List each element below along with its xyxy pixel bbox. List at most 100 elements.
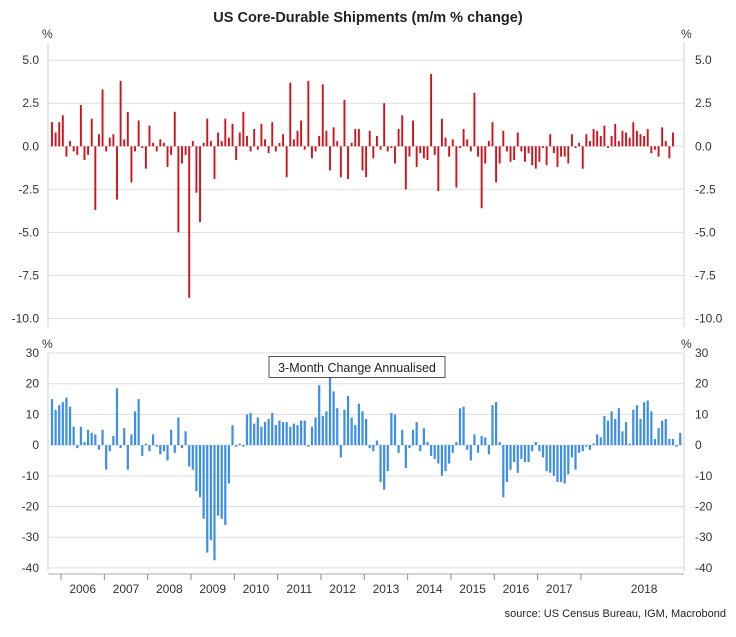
top-bar <box>448 146 451 157</box>
bottom-bar <box>559 445 563 482</box>
annotation-box: 3-Month Change Annualised <box>268 356 446 378</box>
bottom-ytick-label-right: 0 <box>695 438 702 452</box>
bottom-bar <box>653 438 657 446</box>
bottom-bar <box>679 432 682 446</box>
top-bar <box>253 129 256 147</box>
top-bar <box>383 103 386 147</box>
top-bar <box>664 141 667 147</box>
top-bar <box>469 146 472 152</box>
bottom-ytick-label-left: 20 <box>26 377 40 391</box>
top-bar <box>451 139 454 147</box>
bottom-bar <box>657 428 660 446</box>
top-bar <box>123 139 126 147</box>
top-bar <box>101 89 104 147</box>
chart-title: US Core-Durable Shipments (m/m % change) <box>213 10 523 26</box>
top-bar <box>473 92 476 147</box>
top-bar <box>545 146 548 166</box>
bottom-bar <box>610 411 613 446</box>
top-ytick-label-left: -10.0 <box>12 311 40 325</box>
top-bar <box>556 146 559 167</box>
top-bar <box>307 80 310 147</box>
top-bar <box>426 146 429 161</box>
bottom-bar <box>592 443 595 446</box>
bottom-bar <box>484 437 487 446</box>
bottom-bar <box>433 445 436 459</box>
x-tick-label: 2013 <box>373 582 400 596</box>
top-bar <box>51 122 53 147</box>
bottom-bar <box>494 402 498 446</box>
top-bar <box>592 129 595 147</box>
top-bar <box>162 142 165 147</box>
bottom-bar <box>668 438 671 446</box>
bottom-bar <box>437 445 440 464</box>
top-bar <box>563 146 566 157</box>
top-bar <box>282 134 285 147</box>
top-bar <box>455 146 458 188</box>
bottom-ytick-label-right: -30 <box>695 530 713 544</box>
bottom-ytick-label-right: 20 <box>695 377 709 391</box>
bottom-bar <box>202 445 205 519</box>
bottom-bar <box>585 445 588 447</box>
bottom-ytick-label-right: 10 <box>695 407 709 421</box>
bottom-bar <box>87 429 90 446</box>
bottom-bar <box>321 415 324 446</box>
top-bar <box>264 139 266 147</box>
top-bar <box>628 137 631 147</box>
bottom-bar <box>260 426 263 446</box>
top-bar <box>79 104 82 147</box>
top-bar <box>661 127 664 147</box>
bottom-bar <box>361 411 364 446</box>
top-bar <box>87 146 90 155</box>
top-bar <box>534 146 537 169</box>
top-bar <box>231 123 234 147</box>
bottom-bar <box>216 445 220 516</box>
top-bar <box>246 135 248 147</box>
top-bar <box>274 146 277 152</box>
top-bar <box>144 146 147 169</box>
bottom-bar <box>54 409 57 446</box>
bottom-bar <box>274 425 277 446</box>
bottom-bar <box>170 429 173 446</box>
top-bar <box>542 146 544 148</box>
bottom-ytick-label-right: -20 <box>695 500 713 514</box>
top-bar <box>69 141 71 147</box>
bottom-bar <box>466 445 469 450</box>
top-bar <box>213 146 216 179</box>
top-bar <box>462 129 465 147</box>
top-bar <box>491 122 494 147</box>
top-bar <box>498 146 501 164</box>
top-bar <box>271 122 274 147</box>
bottom-bar <box>671 438 675 446</box>
top-bar <box>177 146 180 233</box>
top-bar <box>668 146 671 159</box>
bottom-bar <box>112 435 115 446</box>
bottom-bar <box>498 442 501 446</box>
top-bar <box>621 130 624 147</box>
bottom-ytick-label-left: -20 <box>22 500 40 514</box>
bottom-bar <box>545 445 548 472</box>
bottom-bar <box>509 445 512 470</box>
top-bar <box>520 146 523 152</box>
bottom-bar <box>303 420 306 446</box>
top-bar <box>202 142 205 147</box>
top-panel-grid <box>47 43 685 327</box>
bottom-bar <box>567 445 570 475</box>
top-bar <box>137 120 140 147</box>
top-bar <box>419 146 422 154</box>
bottom-bar <box>617 408 620 446</box>
x-tick-label: 2009 <box>199 582 226 596</box>
bottom-bar <box>325 411 328 446</box>
bottom-bar <box>119 445 122 449</box>
top-bar <box>227 137 230 147</box>
top-bar <box>632 122 635 147</box>
top-bar <box>343 99 346 147</box>
bottom-ytick-label-left: -40 <box>22 561 40 575</box>
top-bar <box>289 82 292 147</box>
top-bar <box>224 118 227 147</box>
bottom-bar <box>386 445 389 472</box>
bottom-bar <box>318 385 321 446</box>
top-bar <box>220 141 223 147</box>
bottom-bar <box>184 431 187 446</box>
top-bar <box>325 130 328 147</box>
bottom-bar <box>159 445 162 455</box>
